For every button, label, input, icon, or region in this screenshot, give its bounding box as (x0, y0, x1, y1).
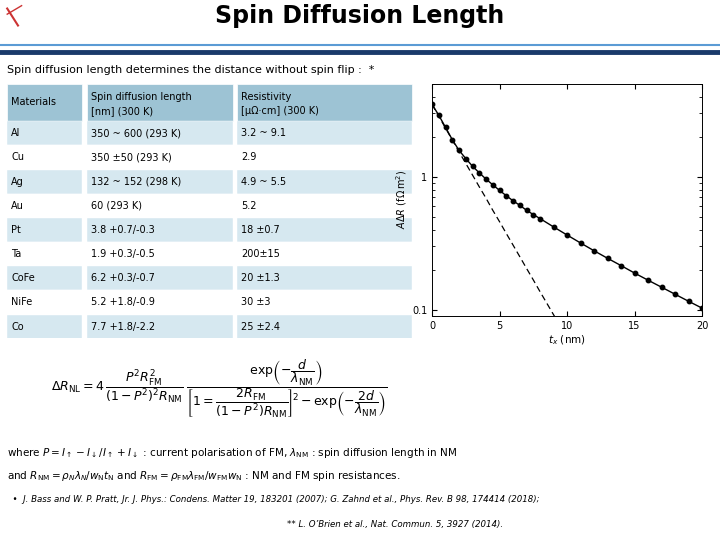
Bar (7, 145, 83, 170)
Text: CoFe: CoFe (12, 273, 35, 284)
Bar (237, 194, 412, 218)
Text: •  J. Bass and W. P. Pratt, Jr. J. Phys.: Condens. Matter 19, 183201 (2007); G. : • J. Bass and W. P. Pratt, Jr. J. Phys.:… (7, 495, 540, 504)
Bar (7, 314, 83, 339)
Text: 18 ±0.7: 18 ±0.7 (241, 225, 280, 235)
Text: Pt: Pt (12, 225, 21, 235)
Bar (7, 170, 83, 194)
Bar (237, 314, 412, 339)
Text: where $P=I_{\uparrow}-I_{\downarrow}/I_{\uparrow}+I_{\downarrow}$ : current pola: where $P=I_{\uparrow}-I_{\downarrow}/I_{… (7, 446, 457, 460)
Text: 350 ±50 (293 K): 350 ±50 (293 K) (91, 152, 171, 163)
Text: 350 ~ 600 (293 K): 350 ~ 600 (293 K) (91, 129, 181, 138)
Bar (237, 170, 412, 194)
Text: Spin Diffusion Length: Spin Diffusion Length (215, 4, 505, 28)
Text: 200±15: 200±15 (241, 249, 280, 259)
Text: 25 ±2.4: 25 ±2.4 (241, 322, 280, 332)
Text: Co: Co (12, 322, 24, 332)
Bar (86, 242, 233, 266)
Bar (237, 291, 412, 314)
Text: ** L. O’Brien et al., Nat. Commun. 5, 3927 (2014).: ** L. O’Brien et al., Nat. Commun. 5, 39… (287, 521, 503, 529)
Text: 1.9 +0.3/-0.5: 1.9 +0.3/-0.5 (91, 249, 154, 259)
Bar (7, 121, 83, 145)
Text: Au: Au (12, 201, 24, 211)
Text: Spin diffusion length determines the distance without spin flip :  *: Spin diffusion length determines the dis… (7, 65, 374, 75)
Bar (237, 218, 412, 242)
Bar (86, 121, 233, 145)
Text: Ta: Ta (12, 249, 22, 259)
Bar (86, 194, 233, 218)
Text: Cu: Cu (12, 152, 24, 163)
Text: 20 ±1.3: 20 ±1.3 (241, 273, 280, 284)
Text: $\Delta R_{\mathrm{NL}} = 4\,\dfrac{P^2 R_{\mathrm{FM}}^2}{(1-P^2)^2 R_{\mathrm{: $\Delta R_{\mathrm{NL}} = 4\,\dfrac{P^2 … (50, 358, 387, 421)
Text: 6.2 +0.3/-0.7: 6.2 +0.3/-0.7 (91, 273, 155, 284)
Bar (86, 145, 233, 170)
Bar (7, 218, 83, 242)
Text: 3.2 ~ 9.1: 3.2 ~ 9.1 (241, 129, 286, 138)
Text: and $R_{\mathrm{NM}}=\rho_N\lambda_N/w_{\mathrm{N}}t_{\mathrm{N}}$ and $R_{\math: and $R_{\mathrm{NM}}=\rho_N\lambda_N/w_{… (7, 469, 400, 483)
Bar (7, 291, 83, 314)
Text: Materials: Materials (12, 97, 56, 107)
Text: 5.2 +1.8/-0.9: 5.2 +1.8/-0.9 (91, 298, 155, 307)
Text: 132 ~ 152 (298 K): 132 ~ 152 (298 K) (91, 177, 181, 187)
Bar (7, 266, 83, 291)
Bar (86, 291, 233, 314)
Text: [μΩ·cm] (300 K): [μΩ·cm] (300 K) (241, 106, 319, 116)
Text: Ag: Ag (12, 177, 24, 187)
Bar (237, 145, 412, 170)
Bar (86, 266, 233, 291)
Bar (7, 84, 83, 121)
Bar (237, 84, 412, 121)
Text: 2.9: 2.9 (241, 152, 256, 163)
Bar (237, 121, 412, 145)
Bar (7, 194, 83, 218)
Text: Spin diffusion length: Spin diffusion length (91, 92, 192, 102)
Bar (7, 242, 83, 266)
Text: 5.2: 5.2 (241, 201, 256, 211)
Text: 30 ±3: 30 ±3 (241, 298, 271, 307)
Bar (237, 242, 412, 266)
Text: 7.7 +1.8/-2.2: 7.7 +1.8/-2.2 (91, 322, 155, 332)
Text: Al: Al (12, 129, 21, 138)
Text: NiFe: NiFe (12, 298, 32, 307)
Bar (86, 84, 233, 121)
Text: 4.9 ~ 5.5: 4.9 ~ 5.5 (241, 177, 287, 187)
Bar (237, 266, 412, 291)
Y-axis label: $A\Delta R\ (\mathrm{f\Omega\,m^2})$: $A\Delta R\ (\mathrm{f\Omega\,m^2})$ (395, 170, 409, 230)
X-axis label: $t_x$ (nm): $t_x$ (nm) (548, 334, 586, 347)
Text: 60 (293 K): 60 (293 K) (91, 201, 142, 211)
Text: 3.8 +0.7/-0.3: 3.8 +0.7/-0.3 (91, 225, 154, 235)
Text: Resistivity: Resistivity (241, 92, 292, 102)
Bar (86, 218, 233, 242)
Text: [nm] (300 K): [nm] (300 K) (91, 106, 153, 116)
Bar (86, 314, 233, 339)
Bar (86, 170, 233, 194)
